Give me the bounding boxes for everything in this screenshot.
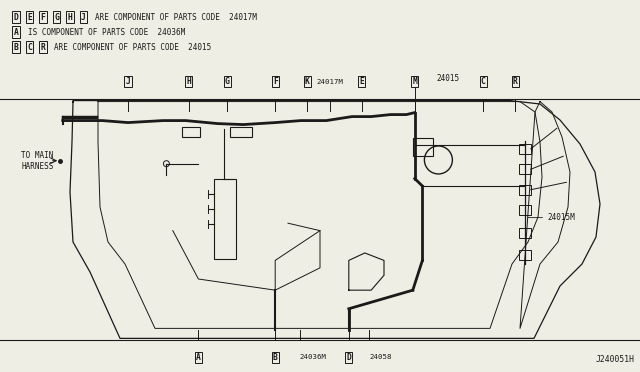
Text: C: C [481,77,486,86]
Text: B: B [13,42,19,51]
Text: R: R [513,77,518,86]
Text: ARE COMPONENT OF PARTS CODE  24017M: ARE COMPONENT OF PARTS CODE 24017M [95,13,257,22]
Text: H: H [68,13,72,22]
Text: F: F [273,77,278,86]
Text: J: J [125,77,131,86]
Text: E: E [359,77,364,86]
Text: 24036M: 24036M [300,355,326,360]
Text: G: G [225,77,230,86]
Text: F: F [40,13,45,22]
Text: E: E [27,13,32,22]
Text: 24015: 24015 [436,74,460,83]
Text: 24017M: 24017M [316,78,343,84]
Text: B: B [273,353,278,362]
Text: A: A [196,353,201,362]
Text: 24015M: 24015M [547,213,575,222]
Text: D: D [346,353,351,362]
Text: 24058: 24058 [369,355,392,360]
Text: M: M [412,77,417,86]
Text: J240051H: J240051H [596,355,635,364]
Text: IS COMPONENT OF PARTS CODE  24036M: IS COMPONENT OF PARTS CODE 24036M [28,28,185,36]
Text: D: D [13,13,19,22]
Text: H: H [186,77,191,86]
Text: ARE COMPONENT OF PARTS CODE  24015: ARE COMPONENT OF PARTS CODE 24015 [54,42,212,51]
Text: TO MAIN
HARNESS: TO MAIN HARNESS [21,151,54,171]
Text: R: R [40,42,45,51]
Text: J: J [81,13,86,22]
Text: K: K [305,77,310,86]
Text: A: A [13,28,19,36]
Text: C: C [27,42,32,51]
Text: G: G [54,13,59,22]
